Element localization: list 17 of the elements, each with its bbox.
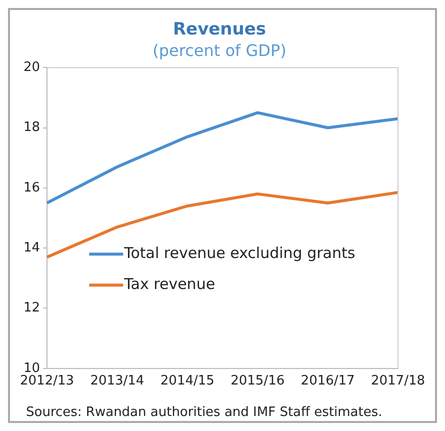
x-tick-label: 2017/18 xyxy=(370,374,426,389)
y-tick-label: 12 xyxy=(23,300,40,316)
x-tick-label: 2016/17 xyxy=(300,374,355,389)
chart-subtitle: (percent of GDP) xyxy=(152,41,286,60)
y-tick-label: 18 xyxy=(23,120,40,136)
x-tick-label: 2013/14 xyxy=(90,374,144,389)
x-tick-label: 2015/16 xyxy=(230,374,285,389)
y-tick-label: 20 xyxy=(23,60,40,75)
y-tick-label: 16 xyxy=(23,180,40,196)
source-note: Sources: Rwandan authorities and IMF Staff estimates. xyxy=(26,404,382,420)
x-tick-label: 2012/13 xyxy=(20,374,74,389)
x-tick-label: 2014/15 xyxy=(160,374,214,389)
legend-label: Tax revenue xyxy=(123,274,216,293)
y-tick-label: 14 xyxy=(23,240,40,256)
chart-title: Revenues xyxy=(172,20,266,40)
legend-label: Total revenue excluding grants xyxy=(123,244,356,262)
y-tick-label: 10 xyxy=(23,360,40,376)
